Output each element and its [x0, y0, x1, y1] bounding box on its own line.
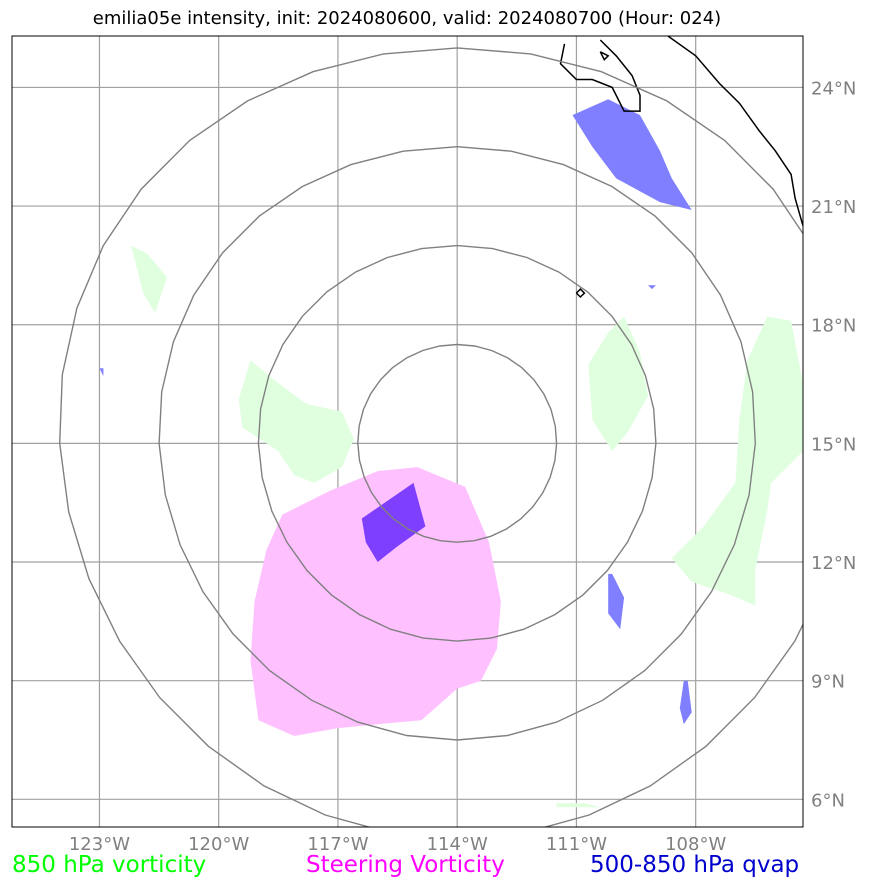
tick-labels: 123°W 120°W 117°W 114°W 111°W 108°W 24°N 21°N 18… [69, 78, 857, 855]
range-ring [257, 244, 657, 642]
map-title: emilia05e intensity, init: 2024080600, v… [92, 8, 722, 29]
lat-tick-label: 21°N [811, 197, 856, 218]
qvap-region [648, 285, 656, 290]
range-ring [357, 343, 558, 543]
steering-vorticity-region [250, 467, 501, 736]
legend-qvap: 500-850 hPa qvap [590, 852, 800, 878]
qvap-region [679, 680, 692, 725]
range-ring [158, 145, 756, 741]
lat-tick-label: 12°N [811, 553, 856, 574]
lat-tick-label: 24°N [811, 78, 856, 99]
legend-vort850: 850 hPa vorticity [12, 852, 207, 878]
lon-tick-label: 117°W [307, 834, 368, 855]
qvap-region [572, 99, 692, 210]
range-rings [58, 47, 803, 827]
lat-tick-label: 15°N [811, 434, 856, 455]
vort850-region [131, 245, 167, 313]
coastline [599, 51, 610, 61]
lon-tick-label: 111°W [546, 834, 607, 855]
lat-tick-label: 9°N [811, 672, 845, 693]
lon-tick-label: 114°W [427, 834, 488, 855]
steering-qvap-overlap-region [361, 482, 426, 562]
lon-tick-label: 120°W [188, 834, 249, 855]
lon-tick-label: 123°W [69, 834, 130, 855]
map-frame [11, 35, 804, 828]
vort850-region [238, 360, 354, 483]
coastline [559, 39, 641, 112]
lat-tick-label: 6°N [811, 790, 845, 811]
coastline [667, 36, 803, 227]
qvap-region [608, 573, 625, 630]
vort850-region [671, 316, 803, 606]
range-ring [58, 47, 803, 827]
legend-steering-vorticity: Steering Vorticity [306, 852, 505, 878]
coastline [575, 288, 586, 299]
field-layers [99, 99, 803, 808]
vort850-region [588, 316, 648, 452]
lon-tick-label: 108°W [665, 834, 726, 855]
gridlines [12, 36, 803, 827]
coastline-layer [559, 36, 803, 299]
qvap-region [99, 368, 104, 377]
vort850-region [556, 803, 601, 808]
lat-tick-label: 18°N [811, 316, 856, 337]
